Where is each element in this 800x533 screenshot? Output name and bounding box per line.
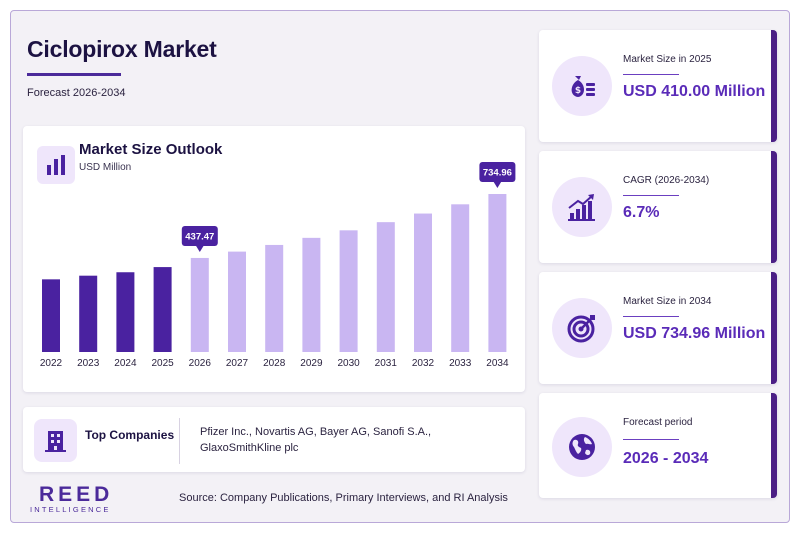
top-companies-label: Top Companies <box>85 428 175 442</box>
kpi-card-market-2034: Market Size in 2034 USD 734.96 Million <box>539 272 777 384</box>
kpi-divider <box>623 195 679 196</box>
x-tick-label: 2027 <box>226 358 249 369</box>
kpi-label: Market Size in 2025 <box>623 54 712 65</box>
kpi-value: 2026 - 2034 <box>623 450 709 467</box>
logo-tagline: INTELLIGENCE <box>30 505 111 514</box>
title-underline <box>27 73 121 76</box>
value-callout: 437.47 <box>181 225 218 252</box>
kpi-label: CAGR (2026-2034) <box>623 175 710 186</box>
kpi-value: 6.7% <box>623 204 660 221</box>
kpi-card-forecast-period: Forecast period 2026 - 2034 <box>539 393 777 498</box>
x-tick-label: 2028 <box>263 358 286 369</box>
bar-2025 <box>153 267 172 352</box>
bar-chart-icon <box>37 146 75 184</box>
kpi-value: USD 410.00 Million <box>623 83 766 100</box>
companies-card <box>23 407 525 472</box>
kpi-divider <box>623 74 679 75</box>
money-bag-icon: $ <box>552 56 612 116</box>
companies-divider <box>179 418 180 464</box>
svg-text:734.96: 734.96 <box>483 168 512 179</box>
bar-2022 <box>42 279 60 352</box>
kpi-card-cagr: CAGR (2026-2034) 6.7% <box>539 151 777 263</box>
x-tick-label: 2032 <box>412 358 435 369</box>
page-title: Ciclopirox Market <box>27 36 217 62</box>
bar-2030 <box>339 230 358 352</box>
building-icon <box>34 419 77 462</box>
chart-title: Market Size Outlook <box>79 141 223 158</box>
x-tick-label: 2023 <box>77 358 100 369</box>
x-tick-label: 2030 <box>337 358 360 369</box>
market-bar-chart: 2022 2023 2024 2025 2026 2027 2028 2029 2030 2031… <box>40 162 516 369</box>
bar-2029 <box>302 237 321 352</box>
kpi-label: Market Size in 2034 <box>623 296 712 307</box>
bar-2034 <box>488 194 507 352</box>
svg-text:$: $ <box>575 86 581 96</box>
x-tick-label: 2022 <box>40 358 63 369</box>
source-note: Source: Company Publications, Primary In… <box>179 492 508 504</box>
x-tick-label: 2029 <box>300 358 323 369</box>
x-tick-label: 2026 <box>189 358 212 369</box>
x-tick-label: 2033 <box>449 358 472 369</box>
bar-2028 <box>265 244 284 352</box>
target-icon <box>552 298 612 358</box>
growth-chart-icon <box>552 177 612 237</box>
logo-wordmark: REED <box>39 483 114 506</box>
kpi-card-market-2025: $ Market Size in 2025 USD 410.00 Million <box>539 30 777 142</box>
x-tick-label: 2034 <box>486 358 509 369</box>
bar-2032 <box>414 213 432 352</box>
x-tick-label: 2031 <box>375 358 398 369</box>
x-tick-label: 2024 <box>114 358 137 369</box>
bar-2026 <box>190 257 209 352</box>
kpi-value: USD 734.96 Million <box>623 325 766 342</box>
kpi-label: Forecast period <box>623 417 693 428</box>
top-companies-list: Pfizer Inc., Novartis AG, Bayer AG, Sano… <box>200 426 432 454</box>
chart-unit: USD Million <box>79 162 132 173</box>
bar-2024 <box>116 272 135 352</box>
bar-2027 <box>228 251 246 352</box>
svg-text:437.47: 437.47 <box>185 231 214 242</box>
kpi-divider <box>623 439 679 440</box>
bar-2033 <box>451 204 470 352</box>
bar-2023 <box>79 275 98 352</box>
bar-2031 <box>376 222 395 352</box>
globe-icon <box>552 417 612 477</box>
x-tick-label: 2025 <box>151 358 174 369</box>
page-subtitle: Forecast 2026-2034 <box>27 87 126 99</box>
value-callout: 734.96 <box>479 162 516 188</box>
kpi-divider <box>623 316 679 317</box>
